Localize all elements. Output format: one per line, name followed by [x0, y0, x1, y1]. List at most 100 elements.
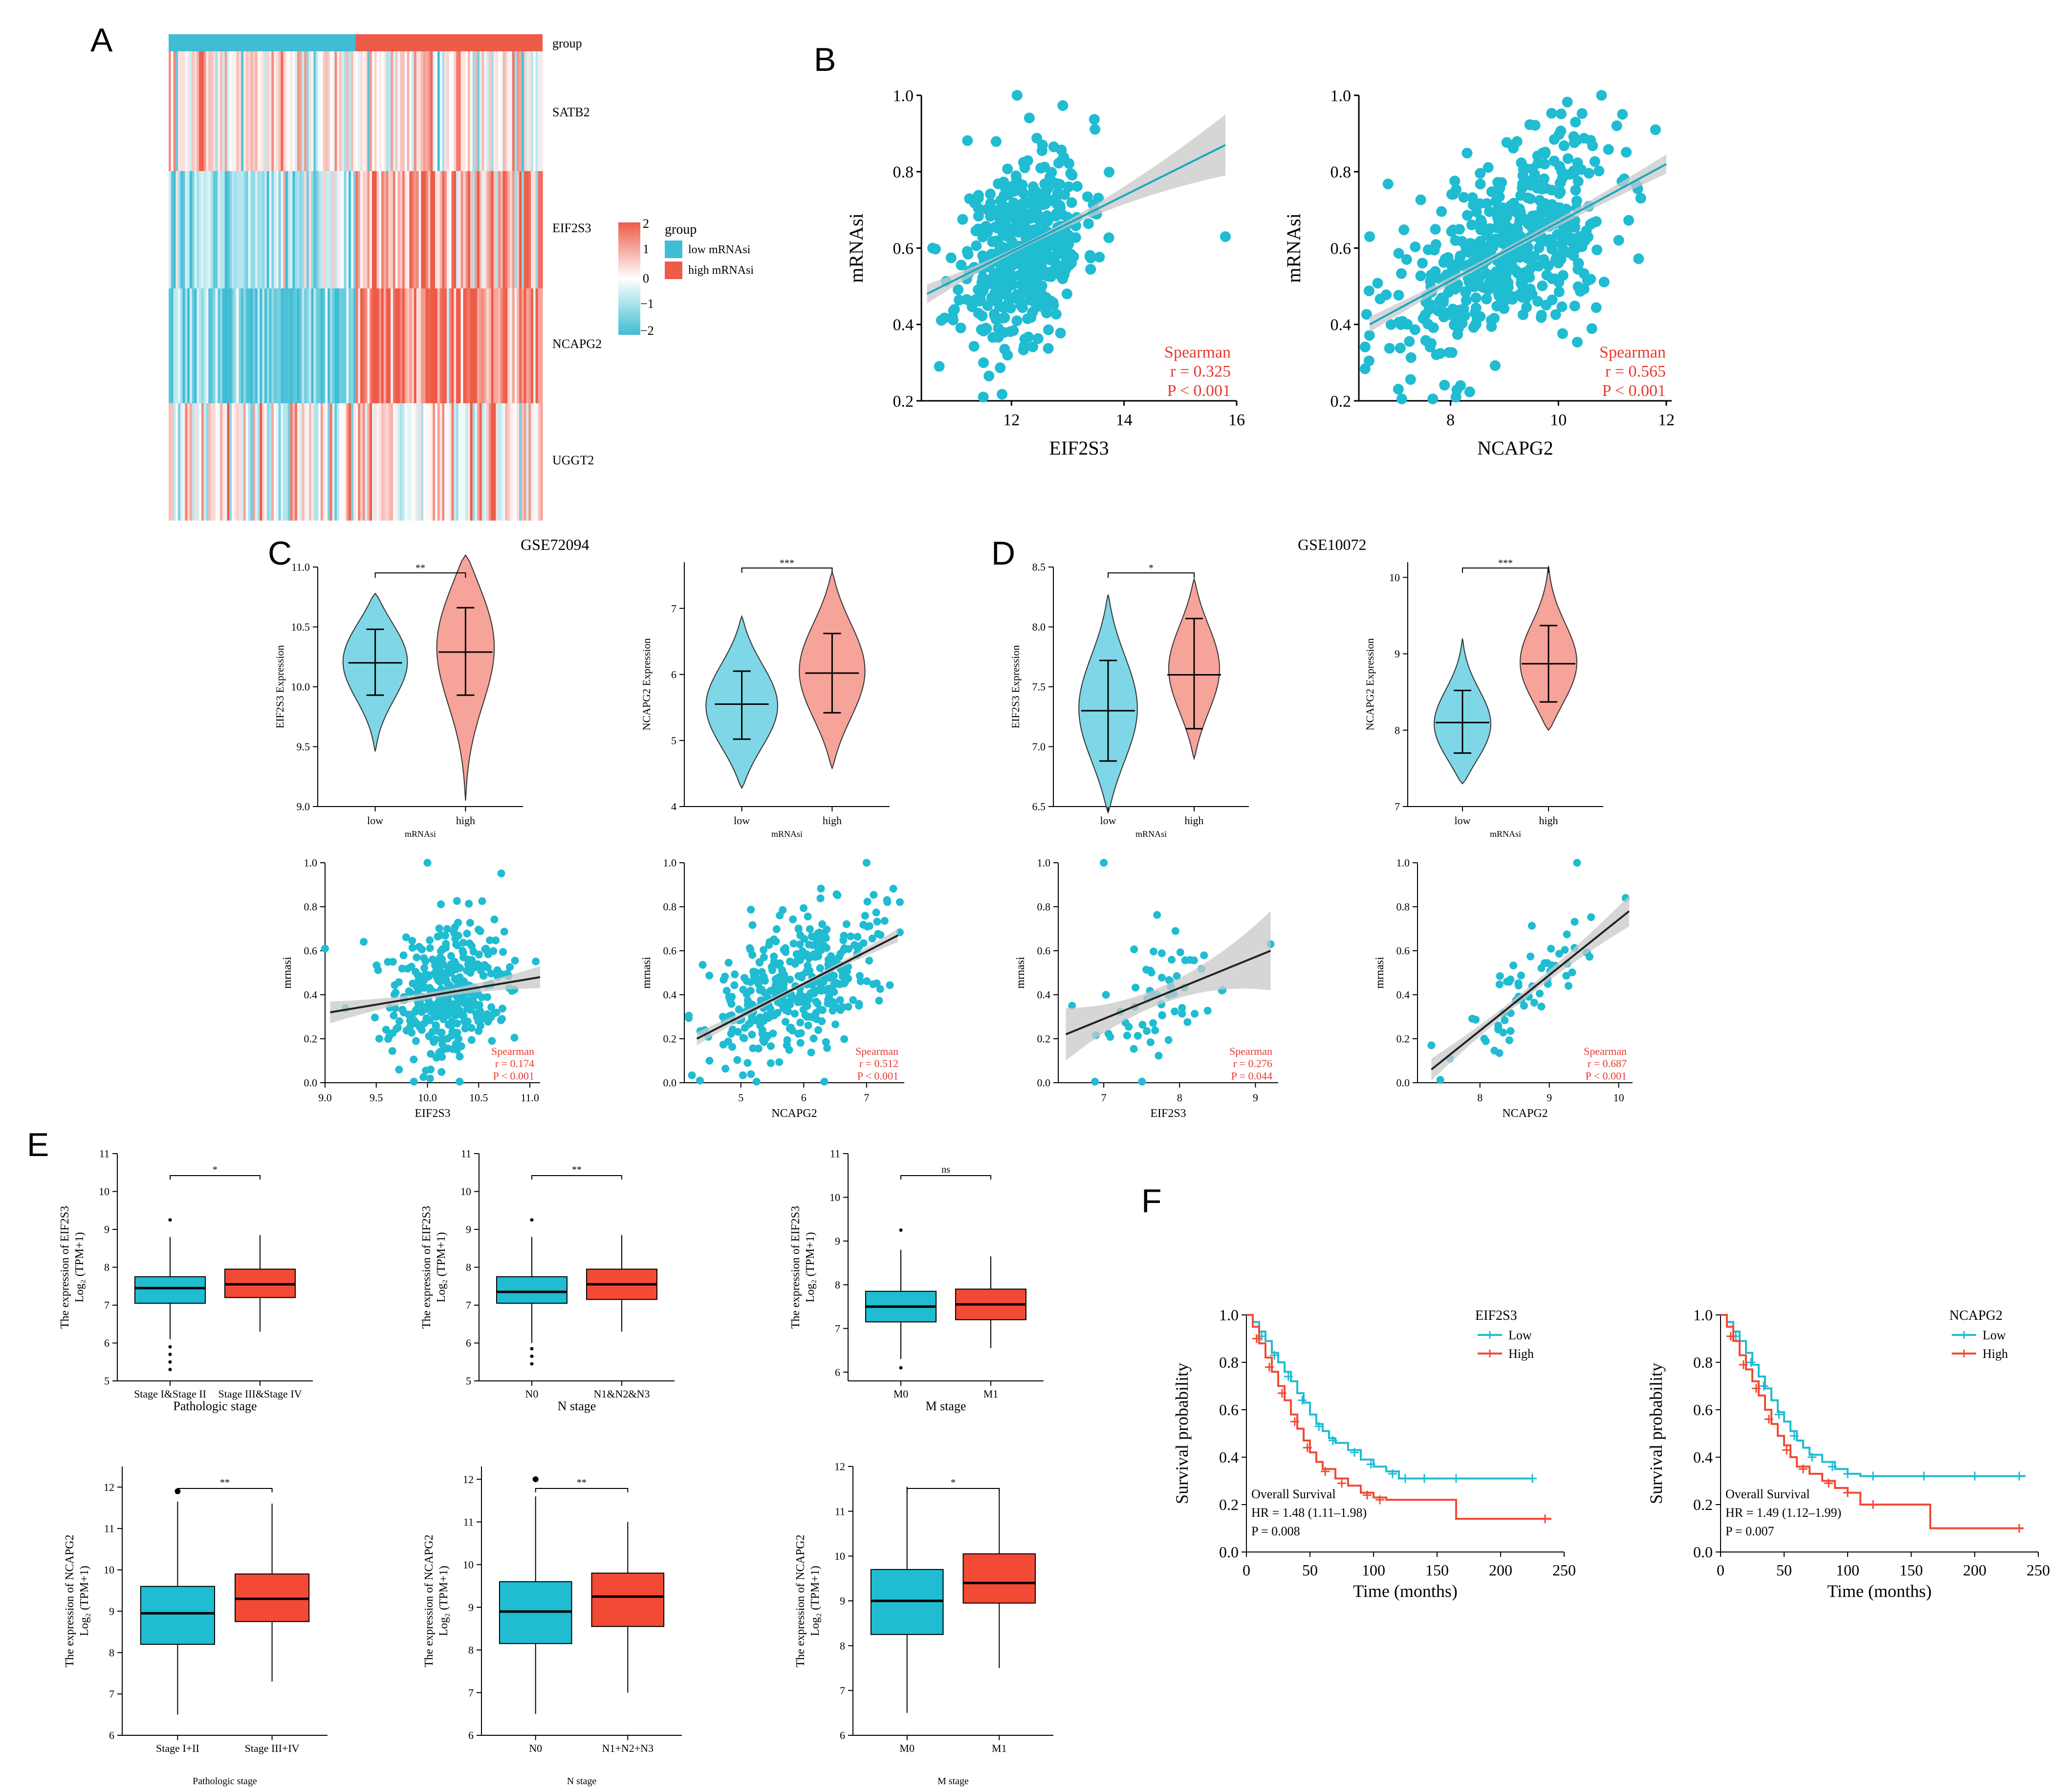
heatmap-cell: [285, 171, 288, 288]
heatmap-cell: [517, 51, 520, 171]
heatmap-cell: [299, 171, 303, 288]
panel-c-letter: C: [268, 535, 292, 572]
scatter-point: [1483, 162, 1494, 173]
scatter-point: [1486, 186, 1497, 197]
heatmap-cell: [274, 403, 277, 521]
x-tick-label: 7: [1101, 1092, 1107, 1104]
y-axis-label-units: Log₂ (TPM+1): [73, 1232, 86, 1303]
scatter-point: [464, 998, 473, 1006]
scatter-point: [786, 975, 794, 983]
scatter-point: [1572, 240, 1584, 251]
heatmap-cell: [489, 288, 492, 403]
heatmap-cell: [313, 51, 316, 171]
scatter-point: [863, 897, 872, 906]
scatter-point: [731, 970, 739, 979]
scatter-point: [796, 1039, 805, 1047]
heatmap-cell: [371, 288, 375, 403]
x-axis-label: Time (months): [1353, 1581, 1458, 1601]
scatter-point: [1191, 1009, 1199, 1018]
y-axis-label: EIF2S3 Expression: [1009, 645, 1022, 729]
y-tick-label: 7: [468, 1686, 474, 1699]
scatter-point: [1603, 144, 1614, 155]
censor-mark: [1350, 1448, 1359, 1457]
scatter-point: [412, 1037, 420, 1045]
significance-bracket: [531, 1175, 622, 1180]
scatter-point: [474, 925, 482, 934]
scatter-point: [452, 1040, 460, 1048]
x-tick-label: N0: [525, 1388, 539, 1400]
heatmap-cell: [292, 51, 295, 171]
y-tick-label: 7: [109, 1688, 114, 1700]
heatmap-cell: [538, 403, 541, 521]
heatmap-cell: [329, 403, 333, 521]
panel-a-letter: A: [90, 22, 113, 59]
scatter-point: [1094, 252, 1105, 263]
y-tick-label: 0.4: [663, 989, 677, 1001]
scatter-point: [405, 987, 413, 995]
scatter-point: [532, 957, 540, 965]
heatmap-cell: [297, 51, 300, 171]
scatter-point: [1063, 158, 1074, 169]
heatmap-cell: [371, 403, 375, 521]
heatmap-cell: [412, 51, 414, 171]
heatmap-cell: [475, 288, 478, 403]
scatter-point: [1517, 971, 1525, 980]
y-tick-label: 1.0: [1219, 1306, 1239, 1324]
x-tick-label: N1&N2&N3: [594, 1388, 650, 1400]
heatmap-cell: [388, 288, 391, 403]
censor-mark: [1401, 1474, 1410, 1483]
heatmap-cell: [224, 288, 228, 403]
heatmap: [169, 34, 543, 521]
y-tick-label: 8: [109, 1646, 114, 1659]
scatter-point: [770, 952, 778, 961]
heatmap-cell: [535, 403, 539, 521]
scatter-point: [1533, 242, 1545, 254]
scatter-point: [483, 993, 491, 1001]
scatter-point: [1553, 286, 1565, 298]
scatter-point: [1557, 270, 1569, 281]
scatter-point: [896, 898, 904, 906]
heatmap-cell: [236, 403, 240, 521]
heatmap-cell: [173, 171, 176, 288]
heatmap-cell: [493, 51, 496, 171]
heatmap-cell: [409, 171, 412, 288]
significance-label: **: [577, 1477, 587, 1488]
scatter-point: [1132, 983, 1140, 992]
y-tick-label: 1.0: [304, 857, 318, 869]
heatmap-cell: [428, 288, 431, 403]
x-tick-label: N0: [529, 1742, 542, 1754]
heatmap-cell: [472, 403, 475, 521]
group-bar-low: [169, 34, 356, 51]
scatter-point: [451, 923, 459, 931]
scatter-point: [447, 1005, 455, 1013]
heatmap-cell: [472, 288, 475, 403]
scatter-point: [395, 1066, 403, 1074]
y-tick-label: 6: [671, 668, 676, 680]
heatmap-cell: [381, 288, 384, 403]
scatter-point: [761, 977, 769, 985]
heatmap-cell: [512, 51, 515, 171]
heatmap-cell: [414, 51, 417, 171]
scatter-point: [752, 1016, 760, 1025]
x-tick-label: M0: [899, 1742, 915, 1754]
heatmap-cell: [484, 403, 487, 521]
scatter-point: [1003, 207, 1014, 218]
heatmap-cell: [425, 51, 429, 171]
censor-mark: [1298, 1396, 1307, 1405]
spearman-p: P = 0.044: [1231, 1070, 1272, 1082]
scatter-point: [743, 1059, 752, 1067]
heatmap-cell: [409, 51, 412, 171]
scatter-point: [1461, 295, 1472, 306]
heatmap-cell: [393, 51, 396, 171]
scatter-point: [1536, 309, 1547, 321]
heatmap-cell: [220, 288, 223, 403]
heatmap-cell: [173, 403, 176, 521]
heatmap-cell: [171, 403, 174, 521]
significance-label: *: [951, 1477, 956, 1488]
significance-label: **: [220, 1477, 230, 1488]
heatmap-cell: [433, 51, 436, 171]
annotation-hr: HR = 1.48 (1.11–1.98): [1251, 1506, 1367, 1520]
scatter-point: [832, 890, 841, 898]
heatmap-cell: [304, 171, 307, 288]
scatter-point: [1083, 218, 1094, 229]
